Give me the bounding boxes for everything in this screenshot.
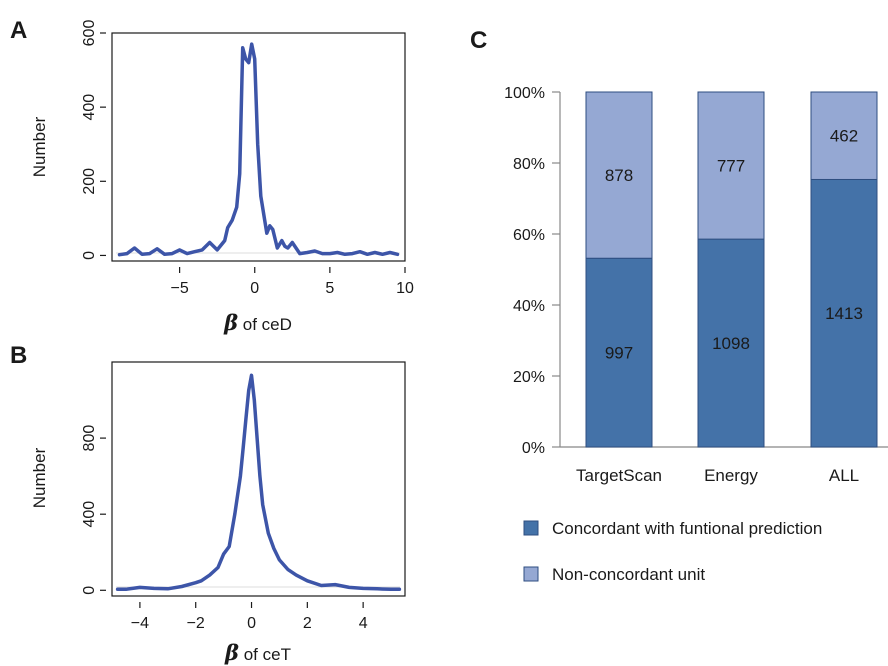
- y-tick-label-a: 600: [81, 20, 98, 47]
- y-tick-label-a: 400: [81, 94, 98, 121]
- data-line-a: [117, 42, 400, 257]
- category-label: Energy: [704, 466, 758, 485]
- bar-segment-concordant: [810, 178, 878, 448]
- x-tick-label-a: 10: [396, 280, 414, 297]
- panel-letter-c: C: [470, 27, 487, 54]
- y-tick-label-c: 20%: [513, 369, 545, 386]
- bar-segment-concordant: [697, 238, 765, 448]
- y-tick-label-c: 100%: [504, 85, 545, 102]
- y-tick-label-b: 400: [81, 501, 98, 528]
- y-axis-label-b: Number: [30, 447, 49, 508]
- legend-label-concordant: Concordant with funtional prediction: [552, 519, 822, 538]
- bar-value-label: 462: [830, 127, 858, 146]
- plot-frame-b: [111, 361, 406, 597]
- plot-frame-a: [111, 32, 406, 262]
- y-axis-label-a: Number: [30, 116, 49, 177]
- x-axis-symbol-a: β: [223, 310, 238, 335]
- bar-value-label: 997: [605, 344, 633, 363]
- legend-label-nonconcordant: Non-concordant unit: [552, 565, 705, 584]
- legend-c: Concordant with funtional prediction Non…: [523, 519, 822, 584]
- x-tick-label-a: 5: [325, 280, 334, 297]
- y-tick-label-b: 800: [81, 425, 98, 452]
- category-label: TargetScan: [576, 466, 662, 485]
- x-tick-label-b: 2: [303, 615, 312, 632]
- x-axis-label-b: β of ceT: [224, 640, 291, 665]
- y-tick-label-c: 0%: [522, 440, 545, 457]
- x-tick-label-b: 0: [247, 615, 256, 632]
- bar-segment-nonconcordant: [585, 91, 653, 259]
- y-tick-label-a: 200: [81, 168, 98, 195]
- y-ticks-a: 0 200 400 600: [81, 20, 106, 260]
- x-tick-label-a: 0: [250, 280, 259, 297]
- panel-c: C 0% 20% 40% 60% 80% 100% 997 878 TargetScan 109…: [470, 27, 888, 584]
- panel-letter-a: A: [10, 17, 27, 44]
- x-axis-symbol-b: β: [224, 640, 239, 665]
- bar-value-label: 1413: [825, 304, 863, 323]
- bar-segment-nonconcordant: [810, 91, 878, 180]
- y-tick-label-a: 0: [81, 251, 98, 260]
- bar-segment-concordant: [585, 257, 653, 448]
- x-ticks-a: −5 0 5 10: [170, 267, 414, 297]
- y-ticks-c: 0% 20% 40% 60% 80% 100%: [504, 85, 560, 457]
- x-axis-label-a: β of ceD: [223, 310, 292, 335]
- y-tick-label-c: 40%: [513, 298, 545, 315]
- bar-segment-nonconcordant: [697, 91, 765, 240]
- panel-a: A −5 0 5 10 0 200 400 600 Number β of ceD: [10, 17, 414, 335]
- panel-letter-b: B: [10, 342, 27, 369]
- legend-swatch-nonconcordant: [523, 566, 539, 582]
- legend-swatch-concordant: [523, 520, 539, 536]
- stacked-bars-c: 997 878 TargetScan 1098 777 Energy 1413 462 ALL: [576, 91, 878, 485]
- x-tick-label-b: 4: [359, 615, 368, 632]
- y-tick-label-c: 80%: [513, 156, 545, 173]
- x-ticks-b: −4 −2 0 2 4: [131, 602, 368, 632]
- x-tick-label-a: −5: [170, 280, 188, 297]
- x-tick-label-b: −4: [131, 615, 149, 632]
- data-line-b: [115, 373, 402, 592]
- x-tick-label-b: −2: [187, 615, 205, 632]
- bar-value-label: 1098: [712, 334, 750, 353]
- y-ticks-b: 0 400 800: [81, 425, 106, 595]
- y-tick-label-c: 60%: [513, 227, 545, 244]
- bar-value-label: 878: [605, 166, 633, 185]
- panel-b: B −4 −2 0 2 4 0 400 800 Number β of ceT: [10, 342, 406, 665]
- x-axis-text-a: of ceD: [238, 315, 292, 334]
- category-label: ALL: [829, 466, 859, 485]
- x-axis-text-b: of ceT: [239, 645, 291, 664]
- y-tick-label-b: 0: [81, 586, 98, 595]
- bar-value-label: 777: [717, 157, 745, 176]
